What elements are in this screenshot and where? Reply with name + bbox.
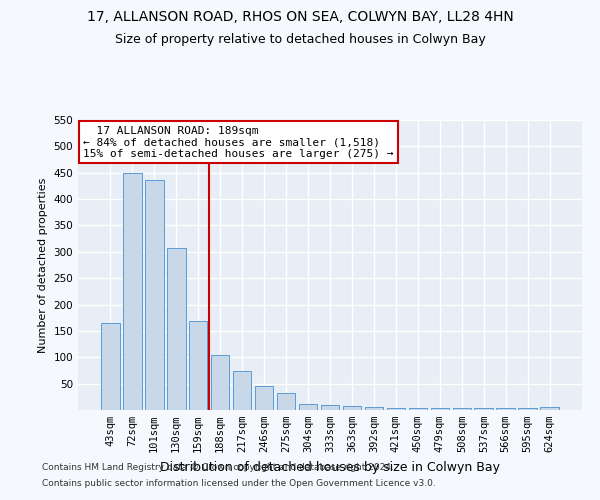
Bar [320, 406, 340, 410]
Bar [145, 180, 164, 410]
Text: Contains public sector information licensed under the Open Government Licence v3: Contains public sector information licen… [42, 478, 436, 488]
Bar [211, 354, 229, 410]
Bar [255, 386, 274, 410]
Bar [343, 406, 361, 410]
X-axis label: Distribution of detached houses by size in Colwyn Bay: Distribution of detached houses by size … [160, 460, 500, 473]
Bar [431, 408, 449, 410]
Bar [496, 408, 515, 410]
Bar [101, 323, 119, 410]
Bar [123, 172, 142, 410]
Bar [386, 408, 405, 410]
Bar [452, 408, 471, 410]
Bar [277, 392, 295, 410]
Text: 17 ALLANSON ROAD: 189sqm
← 84% of detached houses are smaller (1,518)
15% of sem: 17 ALLANSON ROAD: 189sqm ← 84% of detach… [83, 126, 394, 159]
Bar [189, 322, 208, 410]
Bar [167, 248, 185, 410]
Text: 17, ALLANSON ROAD, RHOS ON SEA, COLWYN BAY, LL28 4HN: 17, ALLANSON ROAD, RHOS ON SEA, COLWYN B… [86, 10, 514, 24]
Text: Size of property relative to detached houses in Colwyn Bay: Size of property relative to detached ho… [115, 32, 485, 46]
Bar [475, 408, 493, 410]
Bar [365, 408, 383, 410]
Bar [299, 404, 317, 410]
Y-axis label: Number of detached properties: Number of detached properties [38, 178, 48, 352]
Bar [409, 408, 427, 410]
Bar [233, 371, 251, 410]
Bar [518, 408, 537, 410]
Bar [541, 408, 559, 410]
Text: Contains HM Land Registry data © Crown copyright and database right 2024.: Contains HM Land Registry data © Crown c… [42, 464, 394, 472]
